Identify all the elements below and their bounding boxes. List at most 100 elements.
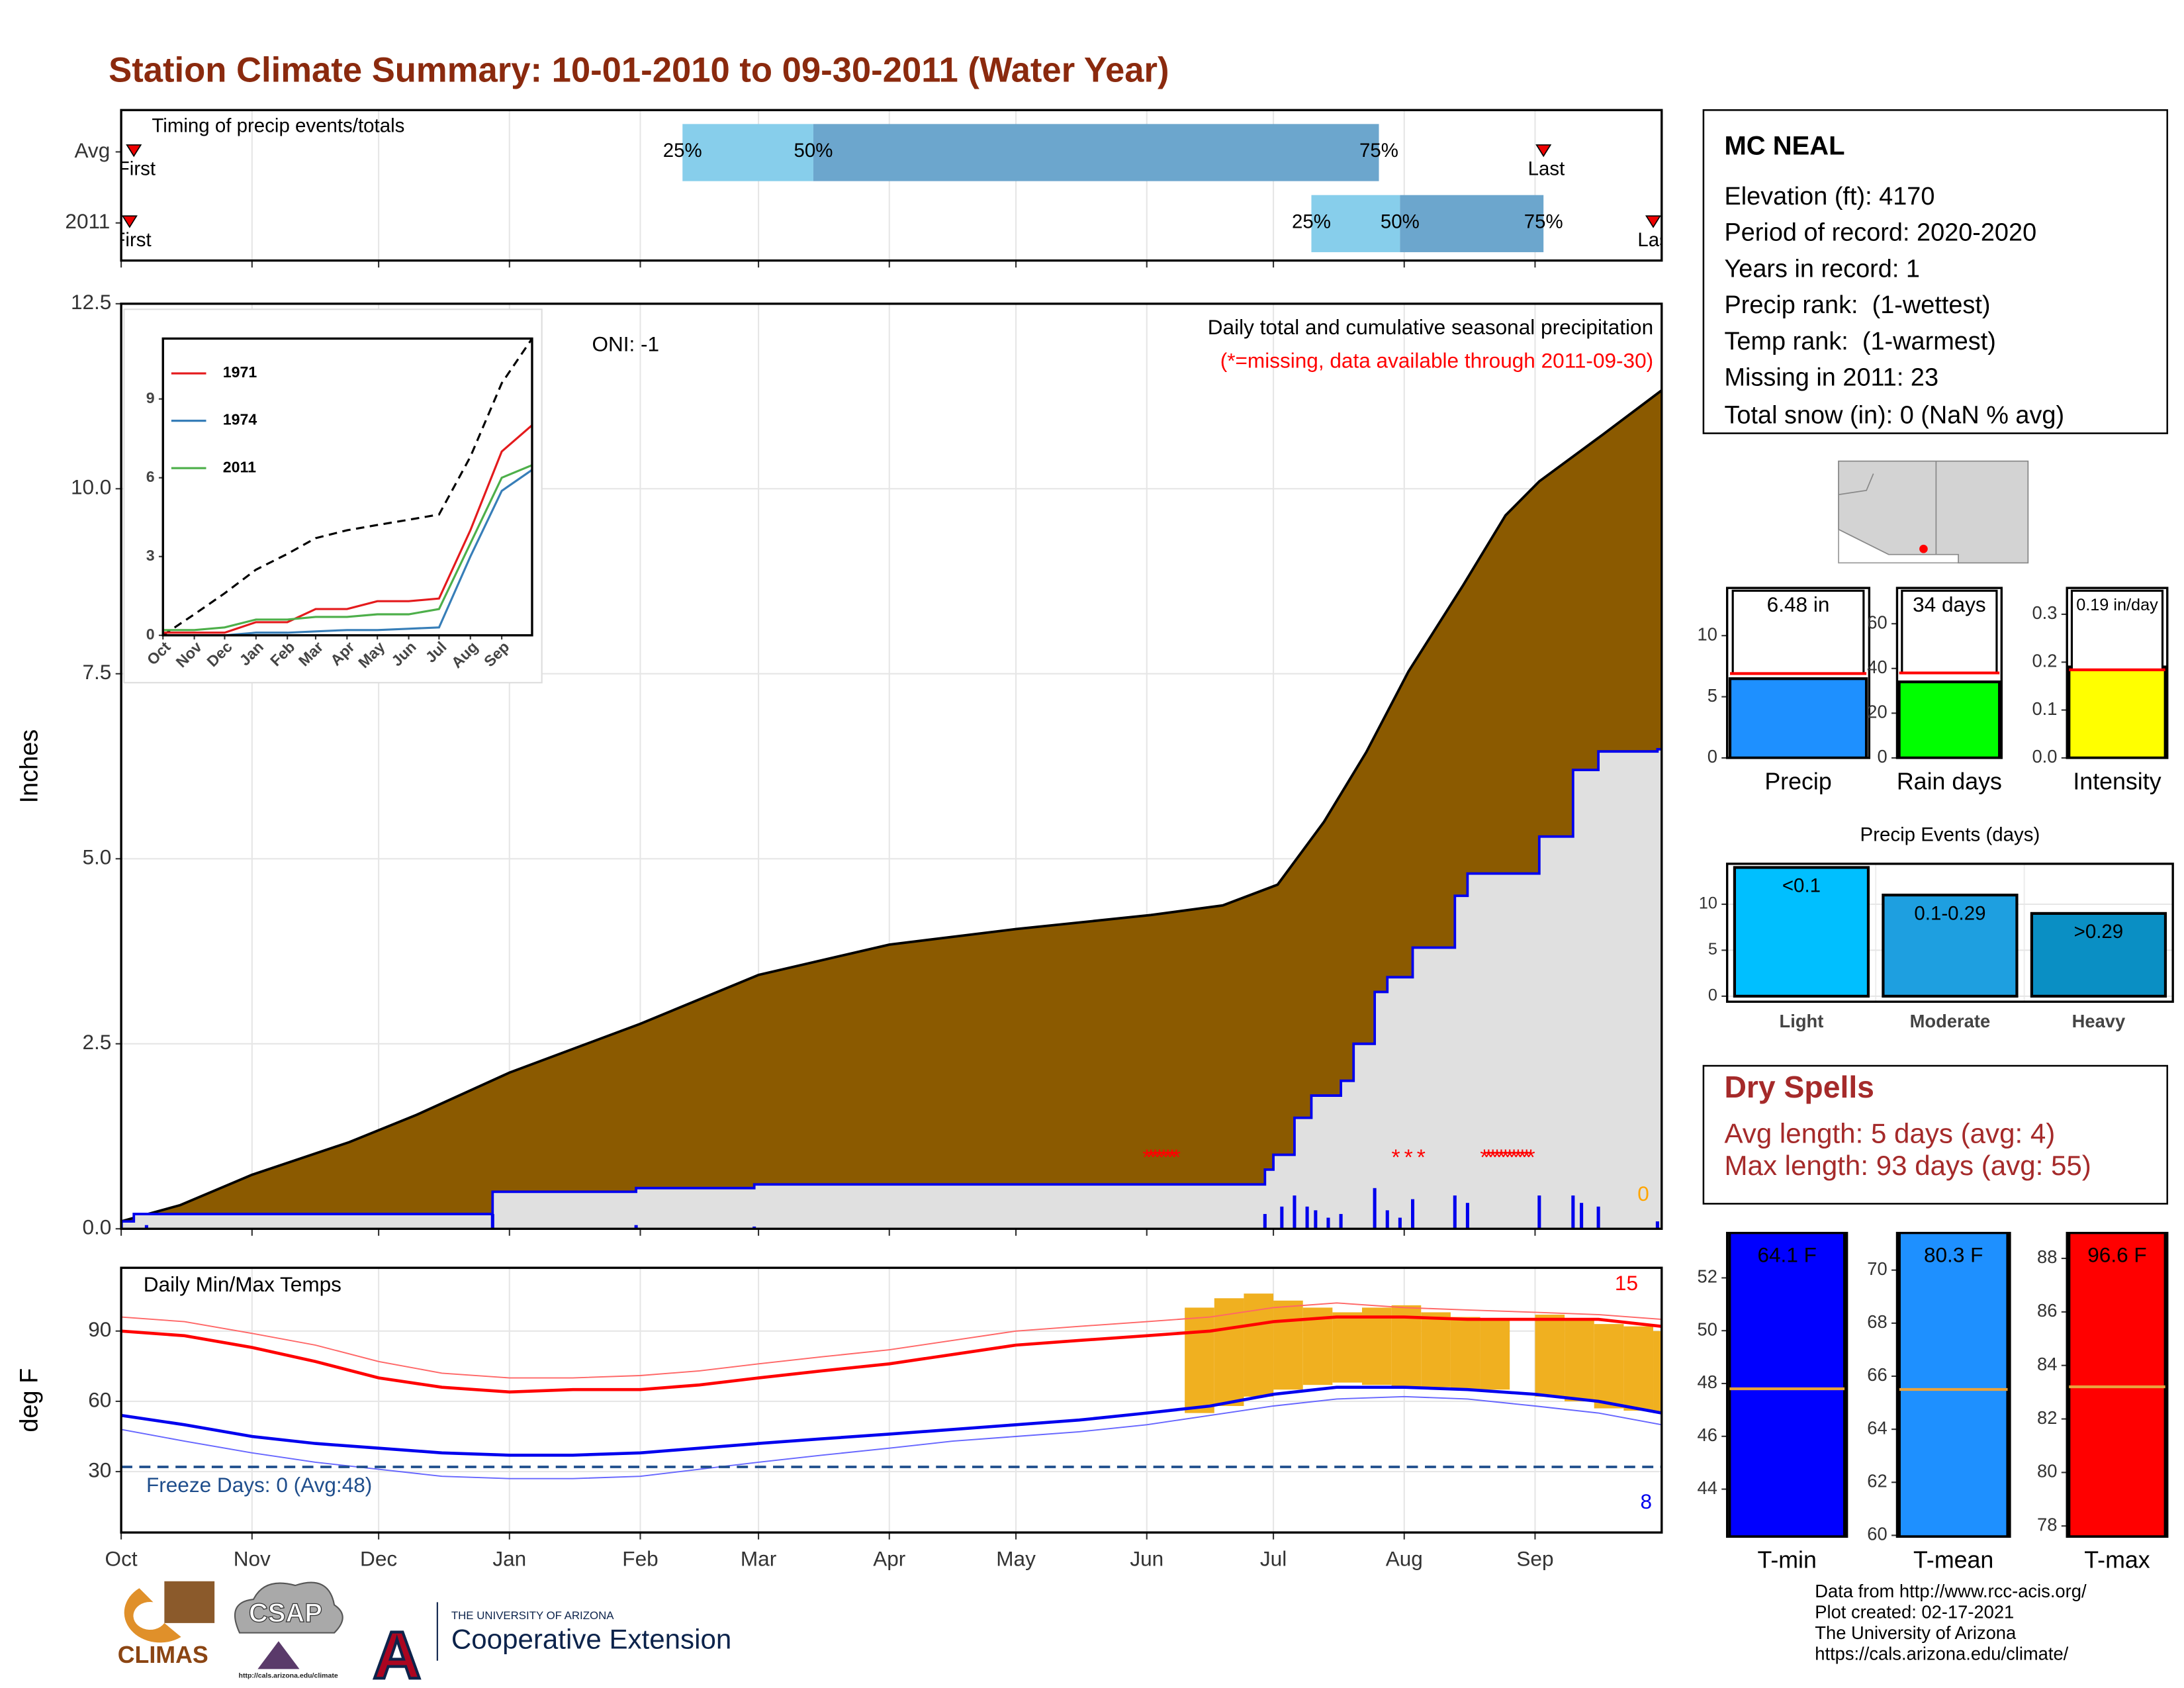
university-name: THE UNIVERSITY OF ARIZONA: [451, 1609, 614, 1622]
daily-bar: [1280, 1206, 1284, 1229]
temp-line: [121, 1395, 1662, 1479]
category-label: T-min: [1757, 1547, 1816, 1573]
plot-area: Timing of precip events/totals 25% 50% 75% F…: [121, 110, 1674, 261]
season-area: [121, 749, 1662, 1229]
missing-marker: *: [1391, 1146, 1400, 1170]
bin-label: >0.29: [2074, 921, 2124, 943]
bar: [1897, 680, 2001, 758]
series-line: [163, 424, 532, 634]
panel-border: [1726, 586, 1871, 759]
y-tick-label: 82: [2037, 1407, 2057, 1428]
ua-logo: A: [373, 1618, 421, 1688]
season-line: [121, 747, 1662, 1223]
event-marker: [1645, 215, 1662, 228]
value-label: 64.1 F: [1757, 1243, 1816, 1267]
annotation: Daily total and cumulative seasonal prec…: [1208, 315, 1653, 339]
y-tick-label: 2.5: [83, 1030, 112, 1054]
csap-url: http://cals.arizona.edu/climate: [239, 1672, 338, 1680]
panel-border: [2066, 586, 2169, 759]
station-line: Total snow (in): 0 (NaN % avg): [1724, 401, 2064, 429]
daily-bar: [1580, 1203, 1584, 1229]
y-tick-label: 0.0: [2032, 746, 2057, 767]
daily-bar: [1410, 1199, 1415, 1229]
csap-logo-text: CSAP: [249, 1599, 322, 1628]
plot-area: [163, 338, 532, 635]
dry-spells-line: Max length: 93 days (avg: 55): [1724, 1150, 2091, 1181]
bar: [1733, 866, 1870, 998]
event-marker: [1535, 144, 1552, 158]
plot-area: 96.6 F: [2068, 1233, 2167, 1537]
bar: [2030, 912, 2167, 998]
bar: [2068, 1233, 2167, 1537]
panel-title: Daily Min/Max Temps: [144, 1272, 341, 1296]
extension-name: Cooperative Extension: [451, 1623, 731, 1654]
panel-border: [1726, 1231, 1848, 1538]
temp-range: [1594, 1324, 1624, 1409]
quantile-label: 50%: [1381, 211, 1420, 233]
bar: [1728, 677, 1868, 758]
daily-bar: [144, 1225, 148, 1229]
daily-bar: [1263, 1213, 1267, 1229]
y-tick-label: 5: [1708, 940, 1717, 959]
bin-label: 0.1-0.29: [1914, 902, 1985, 924]
station-line: Years in record: 1: [1724, 255, 1919, 283]
quantile-label: 75%: [1524, 211, 1563, 233]
x-tick-label: Aug: [1386, 1547, 1423, 1571]
y-tick-label: 84: [2037, 1354, 2057, 1374]
y-axis-label: deg F: [15, 1368, 43, 1432]
y-tick-label: 60: [88, 1387, 111, 1411]
missing-marker: *: [1510, 1146, 1518, 1170]
climas-swirl: [124, 1588, 181, 1643]
plot-area: 0.19 in/day: [2068, 589, 2167, 758]
climas-logo-text: CLIMAS: [118, 1642, 208, 1668]
quantile-label: 25%: [663, 140, 702, 162]
legend-label: 2011: [223, 458, 256, 475]
daily-bar: [1453, 1195, 1457, 1229]
station-box: [1702, 109, 2169, 434]
y-tick-label: 10.0: [71, 475, 111, 499]
y-tick-label: 5: [1707, 685, 1717, 706]
series-line: [163, 464, 532, 632]
event-label: Last: [1637, 229, 1674, 251]
y-tick-label: 86: [2037, 1300, 2057, 1321]
daily-bar: [1537, 1195, 1541, 1229]
temp-line: [121, 1385, 1662, 1457]
y-tick-label: 80: [2037, 1461, 2057, 1481]
bar: [2068, 665, 2167, 758]
panel-border: [120, 109, 1663, 262]
annotation: 0: [1637, 1182, 1649, 1205]
category-label: Light: [1780, 1011, 1824, 1031]
dry-spells-box: [1702, 1064, 2169, 1205]
plot-area: Daily Min/Max Temps Freeze Days: 0 (Avg:4…: [121, 1268, 1662, 1533]
panel-border: [2066, 1231, 2169, 1538]
panel-border: [1726, 863, 2174, 1003]
label-box: [1731, 589, 1865, 675]
footer-line: The University of Arizona: [1815, 1622, 2017, 1643]
y-tick-label: 64: [1867, 1417, 1887, 1438]
y-tick-label: 12.5: [71, 290, 111, 314]
y-axis-label: Inches: [15, 729, 43, 804]
station-line: Period of record: 2020-2020: [1724, 219, 2036, 247]
y-tick-label: 66: [1867, 1364, 1887, 1385]
x-tick-label: Jun: [1130, 1547, 1163, 1571]
annotation: 8: [1640, 1489, 1652, 1513]
station-line: Temp rank: (1-warmest): [1724, 328, 1995, 355]
temp-range: [1565, 1319, 1594, 1401]
footer-line: Data from http://www.rcc-acis.org/: [1815, 1581, 2087, 1601]
y-tick-label: 62: [1867, 1470, 1887, 1491]
y-tick-label: 90: [88, 1317, 111, 1341]
csap-mountain: [257, 1641, 300, 1669]
value-label: 6.48 in: [1767, 592, 1830, 616]
bar: [1728, 1233, 1846, 1537]
y-tick-label: 0: [1707, 746, 1717, 767]
average-area: [121, 390, 1662, 1229]
page-title: Station Climate Summary: 10-01-2010 to 0…: [109, 50, 1169, 89]
annotation: (*=missing, data available through 2011-…: [1220, 349, 1653, 373]
daily-bar: [1398, 1217, 1402, 1229]
panel: [163, 338, 532, 635]
missing-marker: *: [1501, 1146, 1510, 1170]
missing-marker: *: [1163, 1146, 1172, 1170]
station-line: Missing in 2011: 23: [1724, 363, 1938, 391]
y-tick-label: 50: [1698, 1319, 1717, 1339]
daily-bar: [1339, 1213, 1343, 1229]
